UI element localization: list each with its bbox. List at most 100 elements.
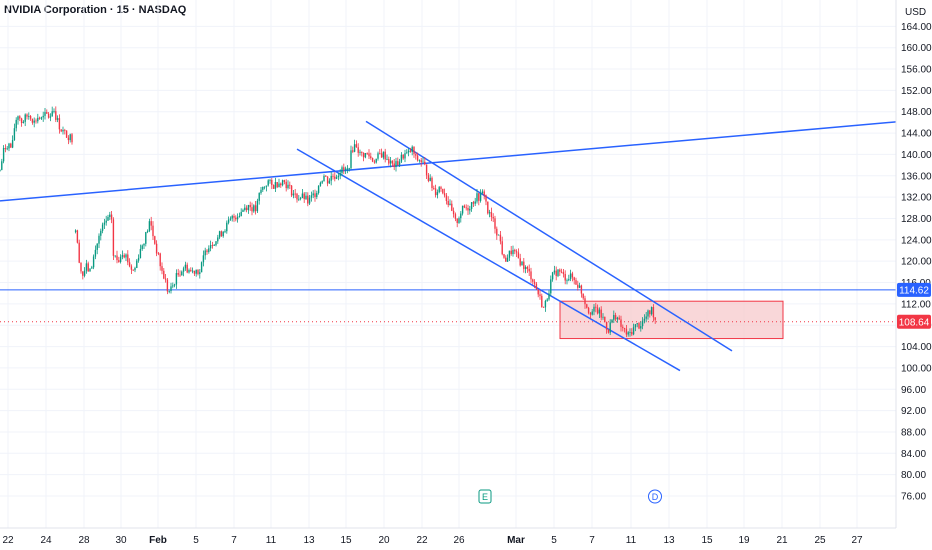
candle-body [355, 144, 358, 148]
candle-body [211, 245, 214, 246]
candle-body [560, 271, 563, 273]
candle-body [164, 278, 167, 280]
candle-body [301, 193, 304, 199]
candle-body [389, 160, 392, 164]
candle-body [130, 266, 133, 270]
support-zone[interactable] [559, 300, 784, 340]
chart-title: NVIDIA Corporation · 15 · NASDAQ [4, 4, 187, 16]
candle-body [469, 208, 471, 211]
candle-body [523, 261, 525, 270]
price-axis-bg[interactable] [896, 0, 932, 550]
channel-lower[interactable] [296, 148, 681, 372]
candle-body [362, 152, 365, 158]
candle-body [299, 198, 302, 199]
x-tick-label: 7 [231, 535, 237, 546]
zone-layer [559, 300, 784, 340]
candle-body [555, 270, 557, 276]
x-tick-label: Feb [149, 535, 167, 546]
candle-body [231, 215, 233, 219]
candle-body [461, 205, 464, 214]
candle-body [454, 214, 457, 219]
candle-body [317, 185, 320, 193]
candle-body [13, 128, 16, 141]
ascending-trendline[interactable] [0, 121, 897, 202]
candle-body [352, 150, 354, 152]
candle-body [267, 180, 269, 186]
candle-body [544, 300, 547, 308]
candle-body [427, 175, 430, 181]
candle-body [521, 261, 523, 266]
y-tick-label: 144.00 [901, 129, 932, 140]
candle-body [494, 218, 496, 229]
candle-body [483, 191, 485, 196]
y-tick-label: 160.00 [901, 43, 932, 54]
level-price-tag[interactable]: 114.62 [897, 282, 931, 297]
earnings-marker[interactable]: E [478, 489, 492, 504]
dividend-marker[interactable]: D [648, 489, 662, 504]
candle-body [92, 256, 95, 268]
candle-body [341, 167, 343, 174]
candle-body [451, 203, 453, 211]
candle-body [418, 160, 421, 162]
candle-body [263, 186, 266, 188]
candle-body [411, 146, 413, 152]
candle-body [533, 281, 536, 284]
candle-body [145, 232, 147, 244]
x-tick-label: 11 [266, 535, 277, 546]
candle-body [508, 250, 511, 258]
candle-body [519, 258, 521, 266]
candle-body [652, 307, 655, 318]
candle-body [40, 117, 43, 119]
candle-body [132, 269, 134, 271]
candle-body [235, 217, 237, 220]
candle-body [596, 307, 599, 314]
candle-body [431, 177, 433, 189]
candle-body [253, 205, 255, 212]
candle-body [609, 322, 611, 333]
x-tick-label: 25 [814, 535, 826, 546]
current-price-tag-bg [897, 314, 931, 329]
candle-body [434, 188, 437, 196]
candle-body [290, 185, 293, 196]
candle-body [335, 177, 338, 179]
candle-body [375, 158, 377, 163]
candle-body [573, 277, 575, 281]
candle-body [402, 154, 404, 159]
candle-body [110, 214, 113, 220]
candle-body [326, 176, 329, 184]
candle-body [262, 186, 264, 190]
candle-body [366, 152, 368, 154]
candle-body [116, 255, 118, 261]
candle-body [330, 175, 332, 181]
candle-body [580, 285, 583, 294]
current-price-tag[interactable]: 108.64 [897, 314, 931, 329]
candle-body [643, 318, 646, 321]
candle-body [618, 317, 620, 320]
candle-body [537, 289, 539, 295]
candle-body [236, 217, 239, 220]
candle-body [503, 254, 505, 258]
channel-upper[interactable] [365, 120, 733, 352]
candle-body [532, 279, 534, 282]
candle-body [440, 187, 442, 189]
candle-body [168, 291, 170, 292]
candle-body [497, 234, 500, 236]
x-tick-label: 30 [115, 535, 127, 546]
candle-body [611, 319, 613, 323]
y-tick-label: 132.00 [901, 193, 932, 204]
candle-body [114, 255, 116, 257]
candle-body [332, 175, 334, 177]
candle-body [422, 161, 424, 163]
candle-body [564, 274, 566, 281]
candle-body [69, 134, 71, 141]
candle-body [0, 169, 1, 171]
candle-body [55, 111, 57, 120]
candle-body [436, 192, 439, 196]
x-tick-label: 21 [776, 535, 788, 546]
candle-body [2, 147, 5, 162]
candle-body [587, 307, 590, 313]
candle-body [634, 324, 637, 328]
time-axis-bg[interactable] [0, 528, 932, 550]
